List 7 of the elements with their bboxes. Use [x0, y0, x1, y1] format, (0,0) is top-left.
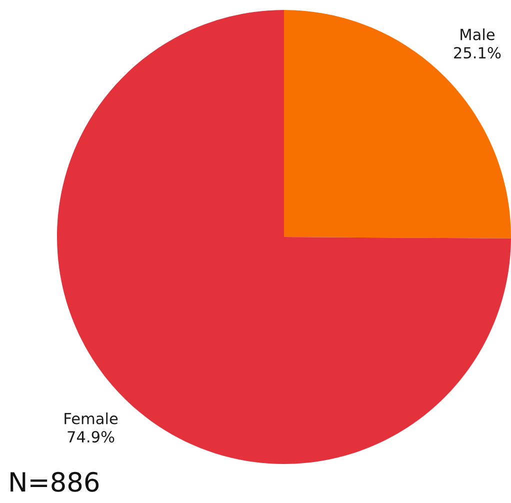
data-label: 25.1% [454, 47, 501, 59]
data-label: 74.9% [68, 431, 114, 443]
slice-label: Male [460, 28, 494, 40]
pie-slice [57, 10, 511, 464]
slice-label: Female [64, 412, 118, 424]
pie-slice [284, 10, 511, 238]
text: N=886 [10, 472, 99, 492]
